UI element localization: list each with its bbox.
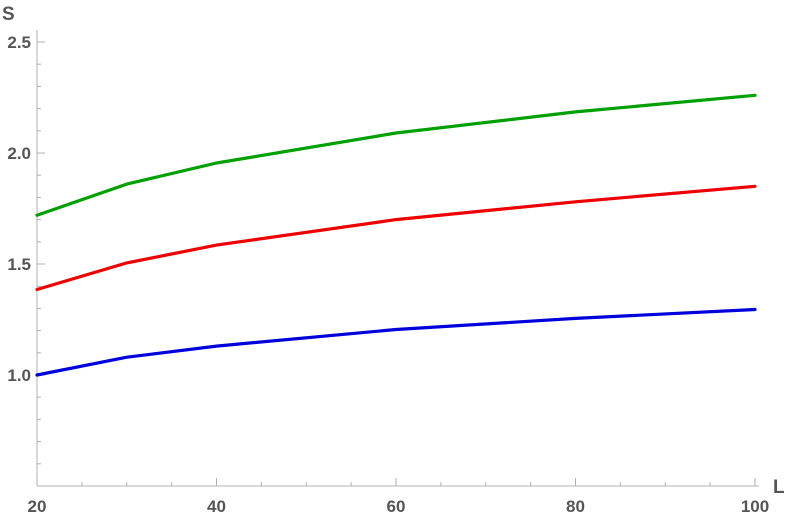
x-axis-label: L [773, 477, 785, 498]
series-line [35, 184, 757, 292]
tick-marks [36, 41, 756, 486]
y-tick-label: 1.5 [7, 255, 31, 274]
x-tick-label: 60 [387, 497, 406, 516]
x-tick-label: 100 [741, 497, 769, 516]
x-tick-label: 80 [566, 497, 585, 516]
y-tick-label: 1.0 [7, 366, 31, 385]
axes [36, 30, 759, 487]
series-lines [35, 93, 757, 377]
y-axis-label: S [2, 4, 15, 25]
tick-labels: 20 40 60 80 100 1.0 1.5 2.0 2.5 [7, 33, 769, 516]
x-tick-label: 20 [28, 497, 47, 516]
series-line [35, 307, 757, 377]
y-tick-label: 2.0 [7, 144, 31, 163]
series-line [35, 93, 757, 217]
y-tick-label: 2.5 [7, 33, 31, 52]
x-tick-label: 40 [207, 497, 226, 516]
